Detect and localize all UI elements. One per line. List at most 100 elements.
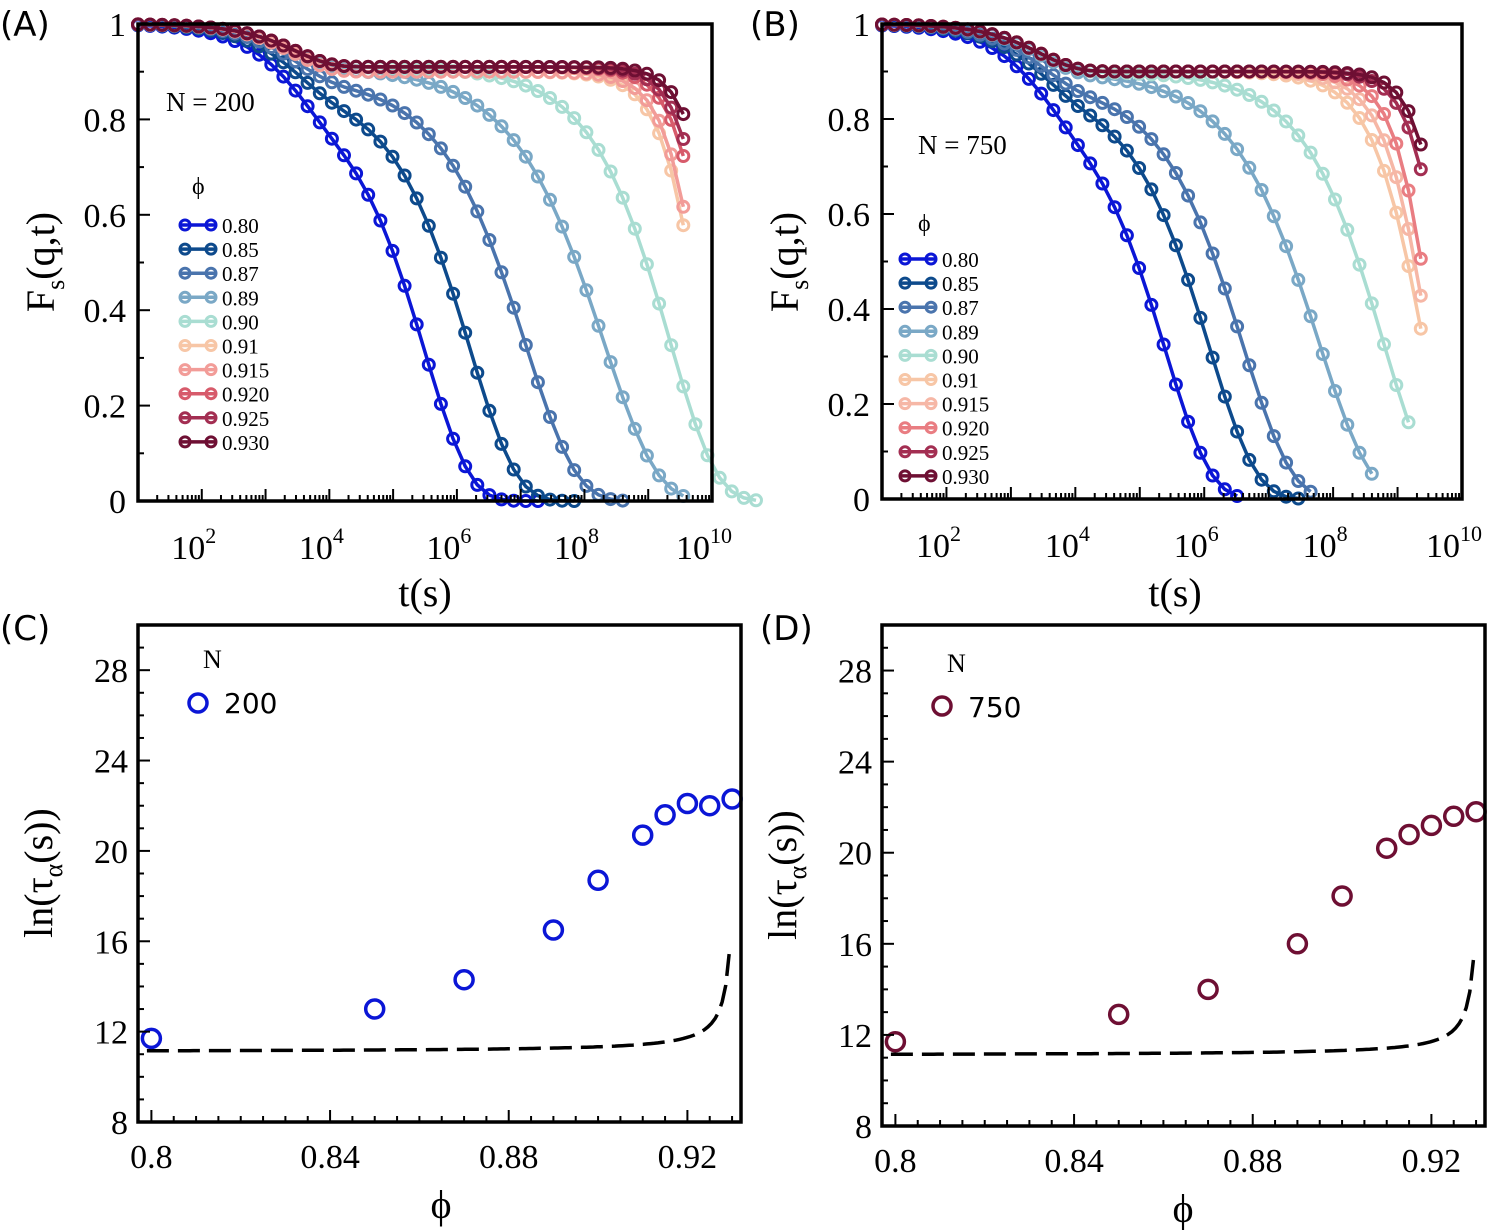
panel-b-xtick-label-4: 1010 bbox=[1426, 521, 1482, 565]
panel-b-xtick-label-1-base: 10 bbox=[1045, 528, 1079, 565]
panel-b-legend-label-6: 0.915 bbox=[942, 393, 989, 417]
panel-a-series-4-point-44 bbox=[664, 338, 679, 353]
panel-b-ytick-label-3: 0.6 bbox=[828, 197, 871, 234]
panel-d-ytick-label-4: 24 bbox=[838, 745, 872, 782]
panel-c-ylabel-post: (s)) bbox=[16, 808, 61, 864]
panel-a-series-4-point-40 bbox=[615, 190, 630, 205]
panel-b-series-1-point-28 bbox=[1217, 389, 1232, 404]
panel-a-legend-title: ϕ bbox=[192, 174, 205, 200]
panel-a-series-3-point-25 bbox=[433, 79, 448, 94]
panel-b-series-2-point-22 bbox=[1144, 132, 1159, 147]
panel-a-legend-marker-a-5 bbox=[178, 339, 192, 352]
panel-b-legend-marker-b-8 bbox=[924, 445, 938, 459]
panel-b-series-0-point-16 bbox=[1070, 138, 1085, 153]
panel-c-plot bbox=[140, 788, 743, 1053]
panel-a-series-1-point-15 bbox=[312, 86, 327, 101]
panel-a-series-2-point-26 bbox=[446, 158, 461, 173]
panel-b-xtick-label-1: 104 bbox=[1045, 521, 1090, 565]
panel-a-ytick-label-1: 0.2 bbox=[84, 389, 127, 426]
panel-d: (D) 0.8 0.84 0.88 0.92 8 12 16 20 24 28 N 750 ϕ l… bbox=[760, 609, 1487, 1230]
panel-b-series-1-point-17 bbox=[1083, 108, 1098, 123]
panel-a-series-0-point-27 bbox=[458, 459, 473, 474]
panel-b-legend-marker-b-2 bbox=[924, 300, 938, 314]
panel-b-series-9-point-13 bbox=[1034, 46, 1049, 61]
panel-a-legend-marker-b-3 bbox=[204, 290, 218, 304]
panel-b-series-9-point-14 bbox=[1046, 52, 1061, 67]
panel-b-series-1-point-18 bbox=[1095, 118, 1110, 133]
panel-d-legend: N 750 bbox=[931, 649, 1021, 724]
panel-b-series-1-point-29 bbox=[1230, 424, 1245, 439]
panel-b-series-9-point-43 bbox=[1401, 104, 1416, 119]
panel-a-series-3-point-40 bbox=[615, 390, 630, 405]
panel-a-legend-label-0: 0.80 bbox=[222, 214, 259, 238]
panel-b-legend-marker-a-7 bbox=[898, 421, 912, 435]
panel-a-xtick-label-4-exp: 10 bbox=[710, 523, 732, 548]
panel-a-xtick-label-1: 104 bbox=[299, 523, 344, 567]
panel-c-ytick-label-3: 20 bbox=[94, 834, 128, 871]
panel-a-series-0-point-12 bbox=[276, 69, 291, 84]
panel-a-series-2-point-18 bbox=[349, 83, 364, 98]
panel-c-ytick-label-2: 16 bbox=[94, 924, 128, 961]
panel-b-legend-label-9: 0.930 bbox=[942, 465, 989, 489]
panel-b-series-7-point-41 bbox=[1377, 107, 1391, 121]
panel-b-xtick-label-4-exp: 10 bbox=[1460, 521, 1482, 546]
panel-a-xtick-label-2-exp: 6 bbox=[460, 523, 471, 548]
panel-b-legend-marker-a-8 bbox=[898, 445, 912, 459]
panel-a-series-9-point-44 bbox=[664, 85, 679, 100]
panel-b-series-4-point-40 bbox=[1364, 296, 1379, 311]
panel-a-series-4-point-34 bbox=[543, 91, 557, 105]
panel-b-series-7-point-40 bbox=[1364, 89, 1379, 104]
panel-a-series-4-point-35 bbox=[555, 99, 570, 114]
panel-a-series-3-point-32 bbox=[518, 149, 533, 164]
panel-c-point-4 bbox=[587, 869, 609, 892]
panel-b-legend-marker-b-3 bbox=[924, 324, 938, 338]
panel-a-legend-marker-b-1 bbox=[204, 242, 218, 256]
panel-a-series-0-point-19 bbox=[361, 187, 376, 202]
panel-a-series-4-point-37 bbox=[579, 125, 594, 140]
panel-b-series-0-point-27 bbox=[1205, 468, 1220, 483]
panel-b-series-1-point-16 bbox=[1070, 99, 1085, 113]
panel-a-series-2-point-22 bbox=[397, 106, 412, 121]
panel-d-legend-title: N bbox=[947, 649, 966, 678]
panel-a-legend-marker-a-0 bbox=[178, 218, 192, 232]
panel-b-series-3-point-38 bbox=[1340, 417, 1355, 432]
panel-d-xtick-label-0: 0.8 bbox=[874, 1143, 917, 1180]
panel-a-series-2-point-36 bbox=[567, 463, 582, 478]
panel-a-legend-label-5: 0.91 bbox=[222, 335, 259, 359]
panel-b-legend-marker-a-2 bbox=[898, 300, 912, 314]
panel-a-series-3-point-44 bbox=[664, 481, 679, 496]
panel-b-series-3-point-40 bbox=[1364, 466, 1379, 481]
panel-b-series-0-point-21 bbox=[1132, 261, 1147, 275]
panel-a-legend-label-9: 0.930 bbox=[222, 431, 269, 455]
panel-d-point-1 bbox=[1107, 1003, 1130, 1026]
panel-b-series-3-point-37 bbox=[1328, 384, 1342, 398]
panel-a-series-0-point-13 bbox=[288, 83, 303, 98]
panel-b-legend-marker-b-1 bbox=[924, 276, 938, 290]
panel-a-series-0-point-18 bbox=[349, 166, 364, 181]
panel-b-series-3-point-35 bbox=[1303, 309, 1318, 324]
panel-a-series-4-point-48 bbox=[712, 470, 727, 485]
panel-b-legend-label-8: 0.925 bbox=[942, 441, 989, 465]
panel-b-series-4-point-43 bbox=[1401, 415, 1416, 430]
panel-a-series-4-point-49 bbox=[724, 484, 739, 499]
panel-a-series-3-point-38 bbox=[591, 318, 606, 333]
panel-a-series-1-point-17 bbox=[337, 104, 351, 119]
panel-a-legend-marker-a-6 bbox=[178, 363, 192, 377]
panel-b-series-0-point-13 bbox=[1034, 86, 1049, 101]
panel-a-series-1-point-27 bbox=[458, 325, 473, 340]
panel-b-series-0-point-26 bbox=[1193, 445, 1208, 460]
panel-b-series-3-point-24 bbox=[1168, 89, 1183, 104]
panel-b-legend-marker-b-4 bbox=[924, 348, 938, 362]
panel-a-series-3-point-30 bbox=[494, 119, 509, 134]
panel-a-legend-label-4: 0.90 bbox=[222, 310, 259, 334]
panel-b-series-3-point-23 bbox=[1156, 84, 1171, 99]
panel-a-series-0-point-14 bbox=[300, 99, 315, 114]
panel-d-point-6 bbox=[1398, 823, 1420, 846]
panel-b-series-1-point-25 bbox=[1181, 272, 1196, 287]
panel-a-series-2-point-31 bbox=[506, 300, 521, 315]
panel-b-series-0-point-15 bbox=[1058, 120, 1073, 135]
panel-a-legend-label-8: 0.925 bbox=[222, 407, 269, 431]
panel-a-legend-label-1: 0.85 bbox=[222, 238, 259, 262]
panel-d-ylabel: ln(τα(s)) bbox=[760, 810, 812, 940]
